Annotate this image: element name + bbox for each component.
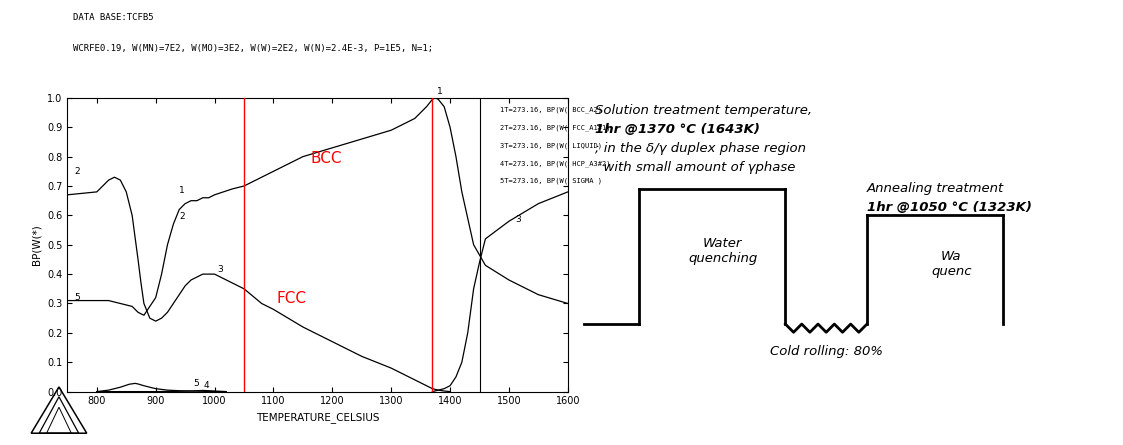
Text: 3T=273.16, BP(W( LIQUID): 3T=273.16, BP(W( LIQUID) <box>500 142 602 149</box>
Text: 3: 3 <box>514 215 521 224</box>
Text: 1: 1 <box>180 186 185 195</box>
Text: WCRFE0.19, W(MN)=7E2, W(MO)=3E2, W(W)=2E2, W(N)=2.4E-3, P=1E5, N=1;: WCRFE0.19, W(MN)=7E2, W(MO)=3E2, W(W)=2E… <box>73 44 433 53</box>
Text: Cold rolling: 80%: Cold rolling: 80% <box>769 345 883 359</box>
Text: Water
quenching: Water quenching <box>688 237 758 265</box>
Text: FCC: FCC <box>276 291 307 307</box>
Text: 4: 4 <box>204 381 210 390</box>
Text: 2: 2 <box>74 167 80 176</box>
Text: ; in the δ/γ duplex phase region: ; in the δ/γ duplex phase region <box>595 142 806 155</box>
Text: 1hr @1050 °C (1323K): 1hr @1050 °C (1323K) <box>867 201 1032 214</box>
Text: 2T=273.16, BP(W( FCC_A1#1): 2T=273.16, BP(W( FCC_A1#1) <box>500 125 610 131</box>
Text: DATA BASE:TCFB5: DATA BASE:TCFB5 <box>73 13 154 22</box>
Text: 5: 5 <box>74 293 80 302</box>
Y-axis label: BP(W(*): BP(W(*) <box>31 224 42 265</box>
Text: 2: 2 <box>180 212 185 221</box>
Text: 1T=273.16, BP(W( BCC_A2): 1T=273.16, BP(W( BCC_A2) <box>500 107 602 113</box>
Text: 4T=273.16, BP(W( HCP_A3#2): 4T=273.16, BP(W( HCP_A3#2) <box>500 160 610 167</box>
Text: 1hr @1370 °C (1643K): 1hr @1370 °C (1643K) <box>595 123 760 136</box>
Text: 1: 1 <box>437 87 442 97</box>
Text: 3: 3 <box>218 265 223 274</box>
Text: 5T=273.16, BP(W( SIGMA ): 5T=273.16, BP(W( SIGMA ) <box>500 178 602 185</box>
Text: 5: 5 <box>193 379 199 388</box>
Text: with small amount of γphase: with small amount of γphase <box>595 161 795 174</box>
Text: Solution treatment temperature,: Solution treatment temperature, <box>595 104 812 117</box>
Text: Annealing treatment: Annealing treatment <box>867 182 1004 194</box>
Text: Wa
quenc: Wa quenc <box>931 250 971 278</box>
Text: BCC: BCC <box>311 150 343 166</box>
X-axis label: TEMPERATURE_CELSIUS: TEMPERATURE_CELSIUS <box>256 412 380 423</box>
